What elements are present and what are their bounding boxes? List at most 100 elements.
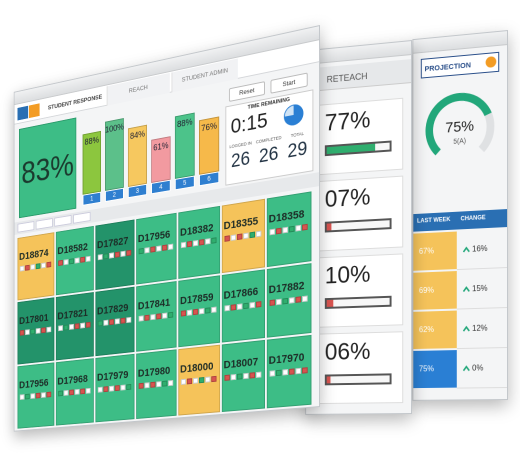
answer-box — [168, 243, 174, 251]
answer-box — [58, 390, 63, 397]
answer-box — [138, 247, 144, 255]
answer-box — [63, 389, 69, 396]
answer-box — [249, 372, 255, 379]
answer-box — [224, 235, 230, 242]
change: 16% — [472, 243, 488, 254]
answer-box — [302, 367, 308, 374]
bar-number: 4 — [151, 179, 171, 195]
answer-box — [19, 265, 25, 272]
answer-box — [46, 261, 52, 268]
answer-box — [243, 372, 249, 380]
answer-box — [168, 311, 174, 319]
answer-box — [85, 387, 91, 394]
item-percent: 07% — [324, 183, 371, 213]
answer-box — [269, 370, 276, 377]
bar-number: 5 — [174, 175, 195, 191]
answer-box — [211, 306, 217, 313]
answer-box — [74, 257, 80, 264]
answer-box — [97, 254, 103, 261]
up-arrow — [463, 246, 471, 254]
answer-box — [103, 319, 109, 326]
answer-box — [25, 393, 30, 400]
answer-box — [255, 230, 262, 238]
answer-box — [205, 307, 211, 314]
answer-box — [199, 377, 205, 384]
arrow-shape — [463, 248, 469, 252]
up-arrow — [463, 365, 471, 373]
answer-box — [236, 373, 243, 380]
answer-box — [288, 297, 295, 304]
arrow-shape — [463, 287, 469, 291]
answer-box — [255, 371, 262, 378]
main-window: STUDENT RESPONSE REACH STUDENT ADMIN 83% 88%… — [13, 25, 321, 432]
answer-box — [97, 386, 103, 393]
answer-box — [186, 309, 193, 316]
answer-box — [192, 239, 199, 247]
answer-box — [230, 304, 237, 311]
answer-box — [276, 369, 282, 377]
arrow-shape — [463, 327, 469, 331]
answer-box — [205, 376, 211, 383]
answer-box — [46, 326, 52, 333]
answer-box — [269, 228, 276, 236]
answer-box — [249, 301, 255, 309]
answer-box — [180, 310, 187, 317]
row-divider — [456, 347, 508, 350]
answer-box — [30, 328, 36, 335]
change: 15% — [472, 283, 488, 294]
answer-box — [80, 256, 86, 263]
answer-box — [46, 391, 52, 398]
answer-box — [150, 313, 156, 321]
timer-pie — [283, 102, 304, 128]
up-arrow — [463, 285, 471, 293]
bar-number: 2 — [105, 187, 124, 203]
change: 12% — [472, 323, 488, 333]
answer-box — [58, 259, 63, 266]
answer-box — [97, 320, 103, 327]
answer-box — [249, 231, 255, 239]
row-divider — [456, 387, 508, 389]
answer-box — [192, 377, 199, 384]
row-divider — [456, 267, 508, 271]
answer-box — [69, 389, 74, 396]
bar-number: 1 — [82, 191, 102, 206]
up-arrow — [463, 325, 471, 333]
answer-box — [295, 367, 302, 375]
answer-box — [282, 297, 289, 305]
answer-box — [126, 249, 132, 257]
answer-box — [74, 388, 80, 395]
answer-box — [236, 233, 243, 241]
score-tile: 83% — [19, 117, 77, 219]
answer-box — [144, 382, 150, 389]
answer-box — [120, 317, 126, 324]
answer-box — [282, 369, 289, 376]
answer-box — [186, 240, 193, 248]
answer-box — [186, 378, 193, 385]
answer-box — [30, 393, 36, 399]
answer-box — [162, 380, 168, 387]
header-cell: CHANGE — [460, 215, 486, 223]
logo — [28, 103, 40, 119]
answer-box — [103, 253, 109, 260]
answer-box — [109, 318, 115, 326]
answer-box — [269, 299, 276, 307]
answer-box — [205, 238, 211, 245]
answer-box — [255, 301, 262, 308]
item-percent: 77% — [324, 106, 371, 137]
answer-box — [230, 234, 237, 241]
progress-track — [324, 295, 392, 309]
answer-box — [30, 263, 36, 271]
answer-box — [109, 385, 115, 392]
answer-box — [156, 381, 162, 388]
answer-box — [288, 368, 295, 375]
answer-box — [138, 382, 144, 389]
answer-box — [69, 323, 74, 330]
bar-number: 3 — [127, 183, 148, 199]
answer-box — [58, 325, 63, 332]
answer-box — [126, 316, 132, 324]
answer-box — [162, 244, 168, 251]
progress-fill — [326, 376, 331, 384]
answer-box — [109, 252, 115, 259]
answer-box — [302, 223, 308, 231]
